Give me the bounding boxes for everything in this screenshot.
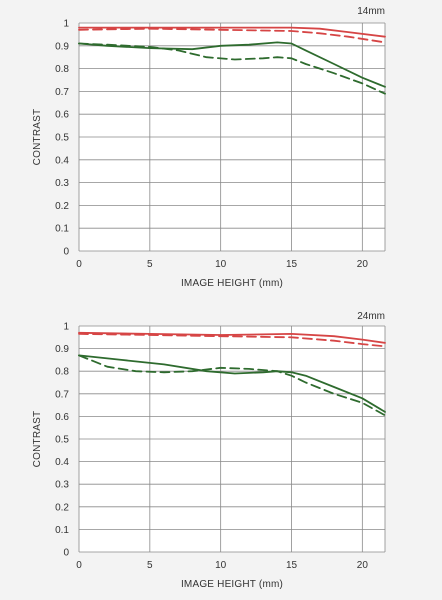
y-axis-label: CONTRAST	[32, 109, 43, 166]
y-tick-label: 0.7	[55, 87, 69, 98]
y-tick-label: 0.8	[55, 64, 69, 75]
x-tick-label: 10	[215, 259, 227, 270]
series-line-1	[78, 331, 386, 344]
series-line-4	[78, 354, 386, 417]
y-tick-label: 0.8	[55, 367, 69, 378]
y-tick-label: 0.1	[55, 224, 69, 235]
y-tick-label: 0.3	[55, 480, 69, 491]
series-line-3	[78, 41, 386, 88]
chart-title: 14mm	[357, 6, 385, 17]
x-tick-label: 15	[286, 560, 298, 571]
y-tick-label: 0.2	[55, 502, 69, 513]
y-tick-label: 0.2	[55, 201, 69, 212]
y-tick-label: 0.7	[55, 389, 69, 400]
y-tick-label: 0.4	[55, 155, 69, 166]
y-tick-label: 0.3	[55, 178, 69, 189]
x-tick-label: 5	[147, 560, 153, 571]
x-tick-label: 20	[357, 259, 369, 270]
series-line-4	[78, 42, 386, 95]
series-line-3	[78, 354, 386, 413]
y-tick-label: 0.6	[55, 110, 69, 121]
chart-panel-1: 00.10.20.30.40.50.60.70.80.910 5 10 15 20IMA…	[32, 6, 386, 289]
y-axis-label: CONTRAST	[32, 411, 43, 468]
y-tick-label: 0.5	[55, 133, 69, 144]
y-tick-label: 0.9	[55, 344, 69, 355]
y-tick-label: 1	[63, 19, 69, 30]
x-tick-label: 15	[286, 259, 298, 270]
x-axis-label: IMAGE HEIGHT (mm)	[181, 278, 283, 289]
chart-panel-2: 00.10.20.30.40.50.60.70.80.910 5 10 15 20IMA…	[32, 311, 386, 590]
series-line-2	[78, 332, 386, 348]
y-tick-label: 1	[63, 322, 69, 333]
x-axis-label: IMAGE HEIGHT (mm)	[181, 579, 283, 590]
x-tick-label: 10	[215, 560, 227, 571]
x-tick-label: 0	[76, 259, 82, 270]
y-tick-label: 0	[63, 548, 69, 559]
x-tick-label: 5	[147, 259, 153, 270]
y-tick-label: 0.5	[55, 435, 69, 446]
y-tick-label: 0	[63, 247, 69, 258]
y-tick-label: 0.4	[55, 457, 69, 468]
y-tick-label: 0.1	[55, 525, 69, 536]
series-line-2	[78, 27, 386, 44]
y-tick-label: 0.9	[55, 41, 69, 52]
series-line-1	[78, 26, 386, 38]
y-tick-label: 0.6	[55, 412, 69, 423]
chart-title: 24mm	[357, 311, 385, 322]
x-tick-label: 0	[76, 560, 82, 571]
x-tick-label: 20	[357, 560, 369, 571]
